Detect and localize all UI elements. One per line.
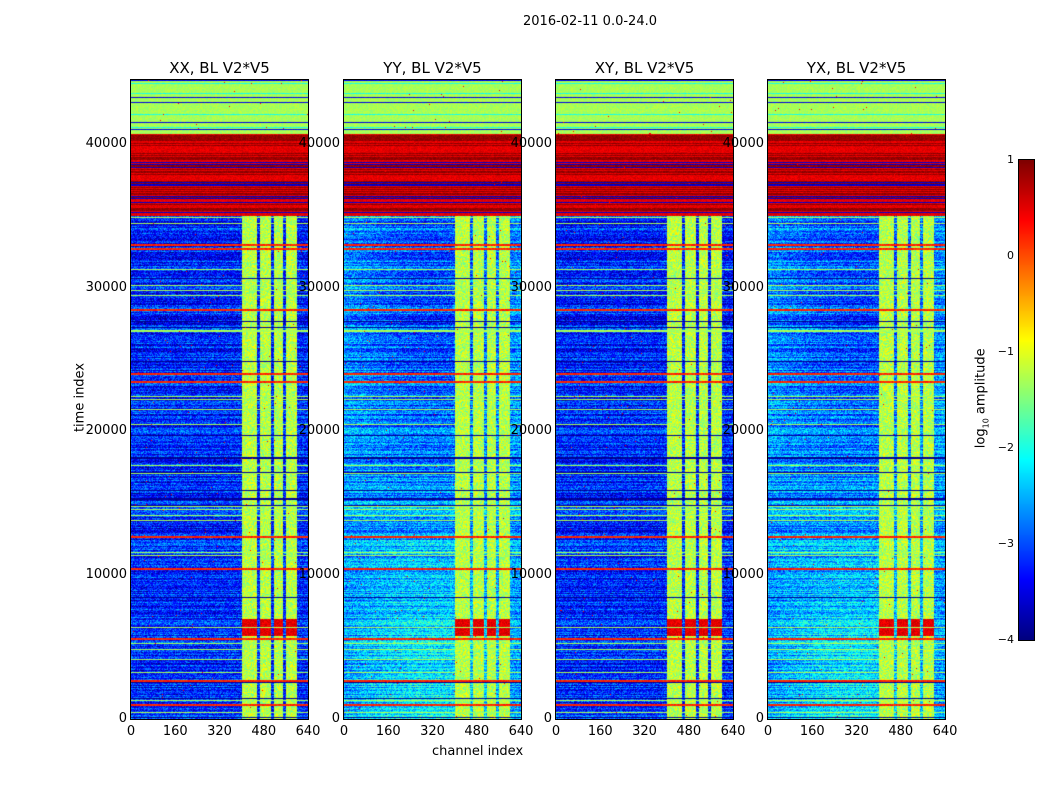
x-tick-label: 160 [587, 724, 613, 739]
y-tick-label: 0 [331, 711, 340, 726]
y-tick-label: 40000 [722, 135, 764, 151]
x-tick-label: 480 [464, 724, 490, 739]
y-tick-label: 0 [543, 711, 552, 726]
x-tick-label: 320 [207, 724, 232, 739]
y-tick-label: 20000 [85, 423, 127, 439]
y-tick-label: 20000 [510, 423, 552, 439]
x-tick-label: 0 [126, 724, 136, 739]
x-tick-label: 160 [162, 724, 188, 739]
x-tick-label: 640 [720, 724, 746, 739]
y-tick-label: 10000 [722, 567, 764, 583]
x-tick-label: 640 [932, 724, 958, 739]
y-axis-label: time index [72, 362, 88, 433]
x-tick-label: 160 [799, 724, 825, 739]
y-tick-label: 30000 [722, 279, 764, 295]
x-tick-label: 480 [888, 724, 914, 739]
x-tick-label: 640 [295, 724, 321, 739]
x-axis-label: channel index [432, 744, 524, 759]
colorbar-tick-label: 1 [1007, 153, 1014, 166]
panel-title: XY, BL V2*V5 [594, 59, 695, 77]
colorbar-tick-label: −3 [997, 537, 1014, 550]
heatmap-panel [556, 80, 733, 719]
colorbar-tick-label: −1 [997, 345, 1014, 358]
y-tick-label: 30000 [510, 279, 552, 295]
y-tick-label: 10000 [298, 567, 340, 583]
x-tick-label: 0 [763, 724, 773, 739]
heatmap-panel [131, 80, 308, 719]
panel-title: YY, BL V2*V5 [383, 59, 482, 77]
y-tick-label: 0 [755, 711, 764, 726]
colorbar [1019, 160, 1034, 640]
x-tick-label: 320 [632, 724, 657, 739]
y-tick-label: 40000 [85, 135, 127, 151]
heatmap-panel [344, 80, 521, 719]
y-tick-label: 30000 [298, 279, 340, 295]
y-tick-label: 10000 [85, 567, 127, 583]
x-tick-label: 160 [375, 724, 401, 739]
colorbar-tick-label: −4 [997, 633, 1014, 646]
colorbar-tick-label: 0 [1007, 249, 1014, 262]
y-tick-label: 30000 [85, 279, 127, 295]
panel-title: YX, BL V2*V5 [806, 59, 907, 77]
y-tick-label: 40000 [298, 135, 340, 151]
x-tick-label: 0 [551, 724, 561, 739]
x-tick-label: 320 [420, 724, 445, 739]
figure-title: 2016-02-11 0.0-24.0 [523, 14, 657, 29]
y-tick-label: 10000 [510, 567, 552, 583]
panel-title: XX, BL V2*V5 [169, 59, 270, 77]
x-tick-label: 0 [339, 724, 349, 739]
x-tick-label: 480 [251, 724, 277, 739]
heatmap-panel [768, 80, 945, 719]
colorbar-tick-label: −2 [997, 441, 1014, 454]
y-tick-label: 20000 [722, 423, 764, 439]
y-tick-label: 20000 [298, 423, 340, 439]
y-tick-label: 0 [118, 711, 127, 726]
y-tick-label: 40000 [510, 135, 552, 151]
x-tick-label: 480 [676, 724, 702, 739]
x-tick-label: 640 [508, 724, 534, 739]
x-tick-label: 320 [844, 724, 869, 739]
